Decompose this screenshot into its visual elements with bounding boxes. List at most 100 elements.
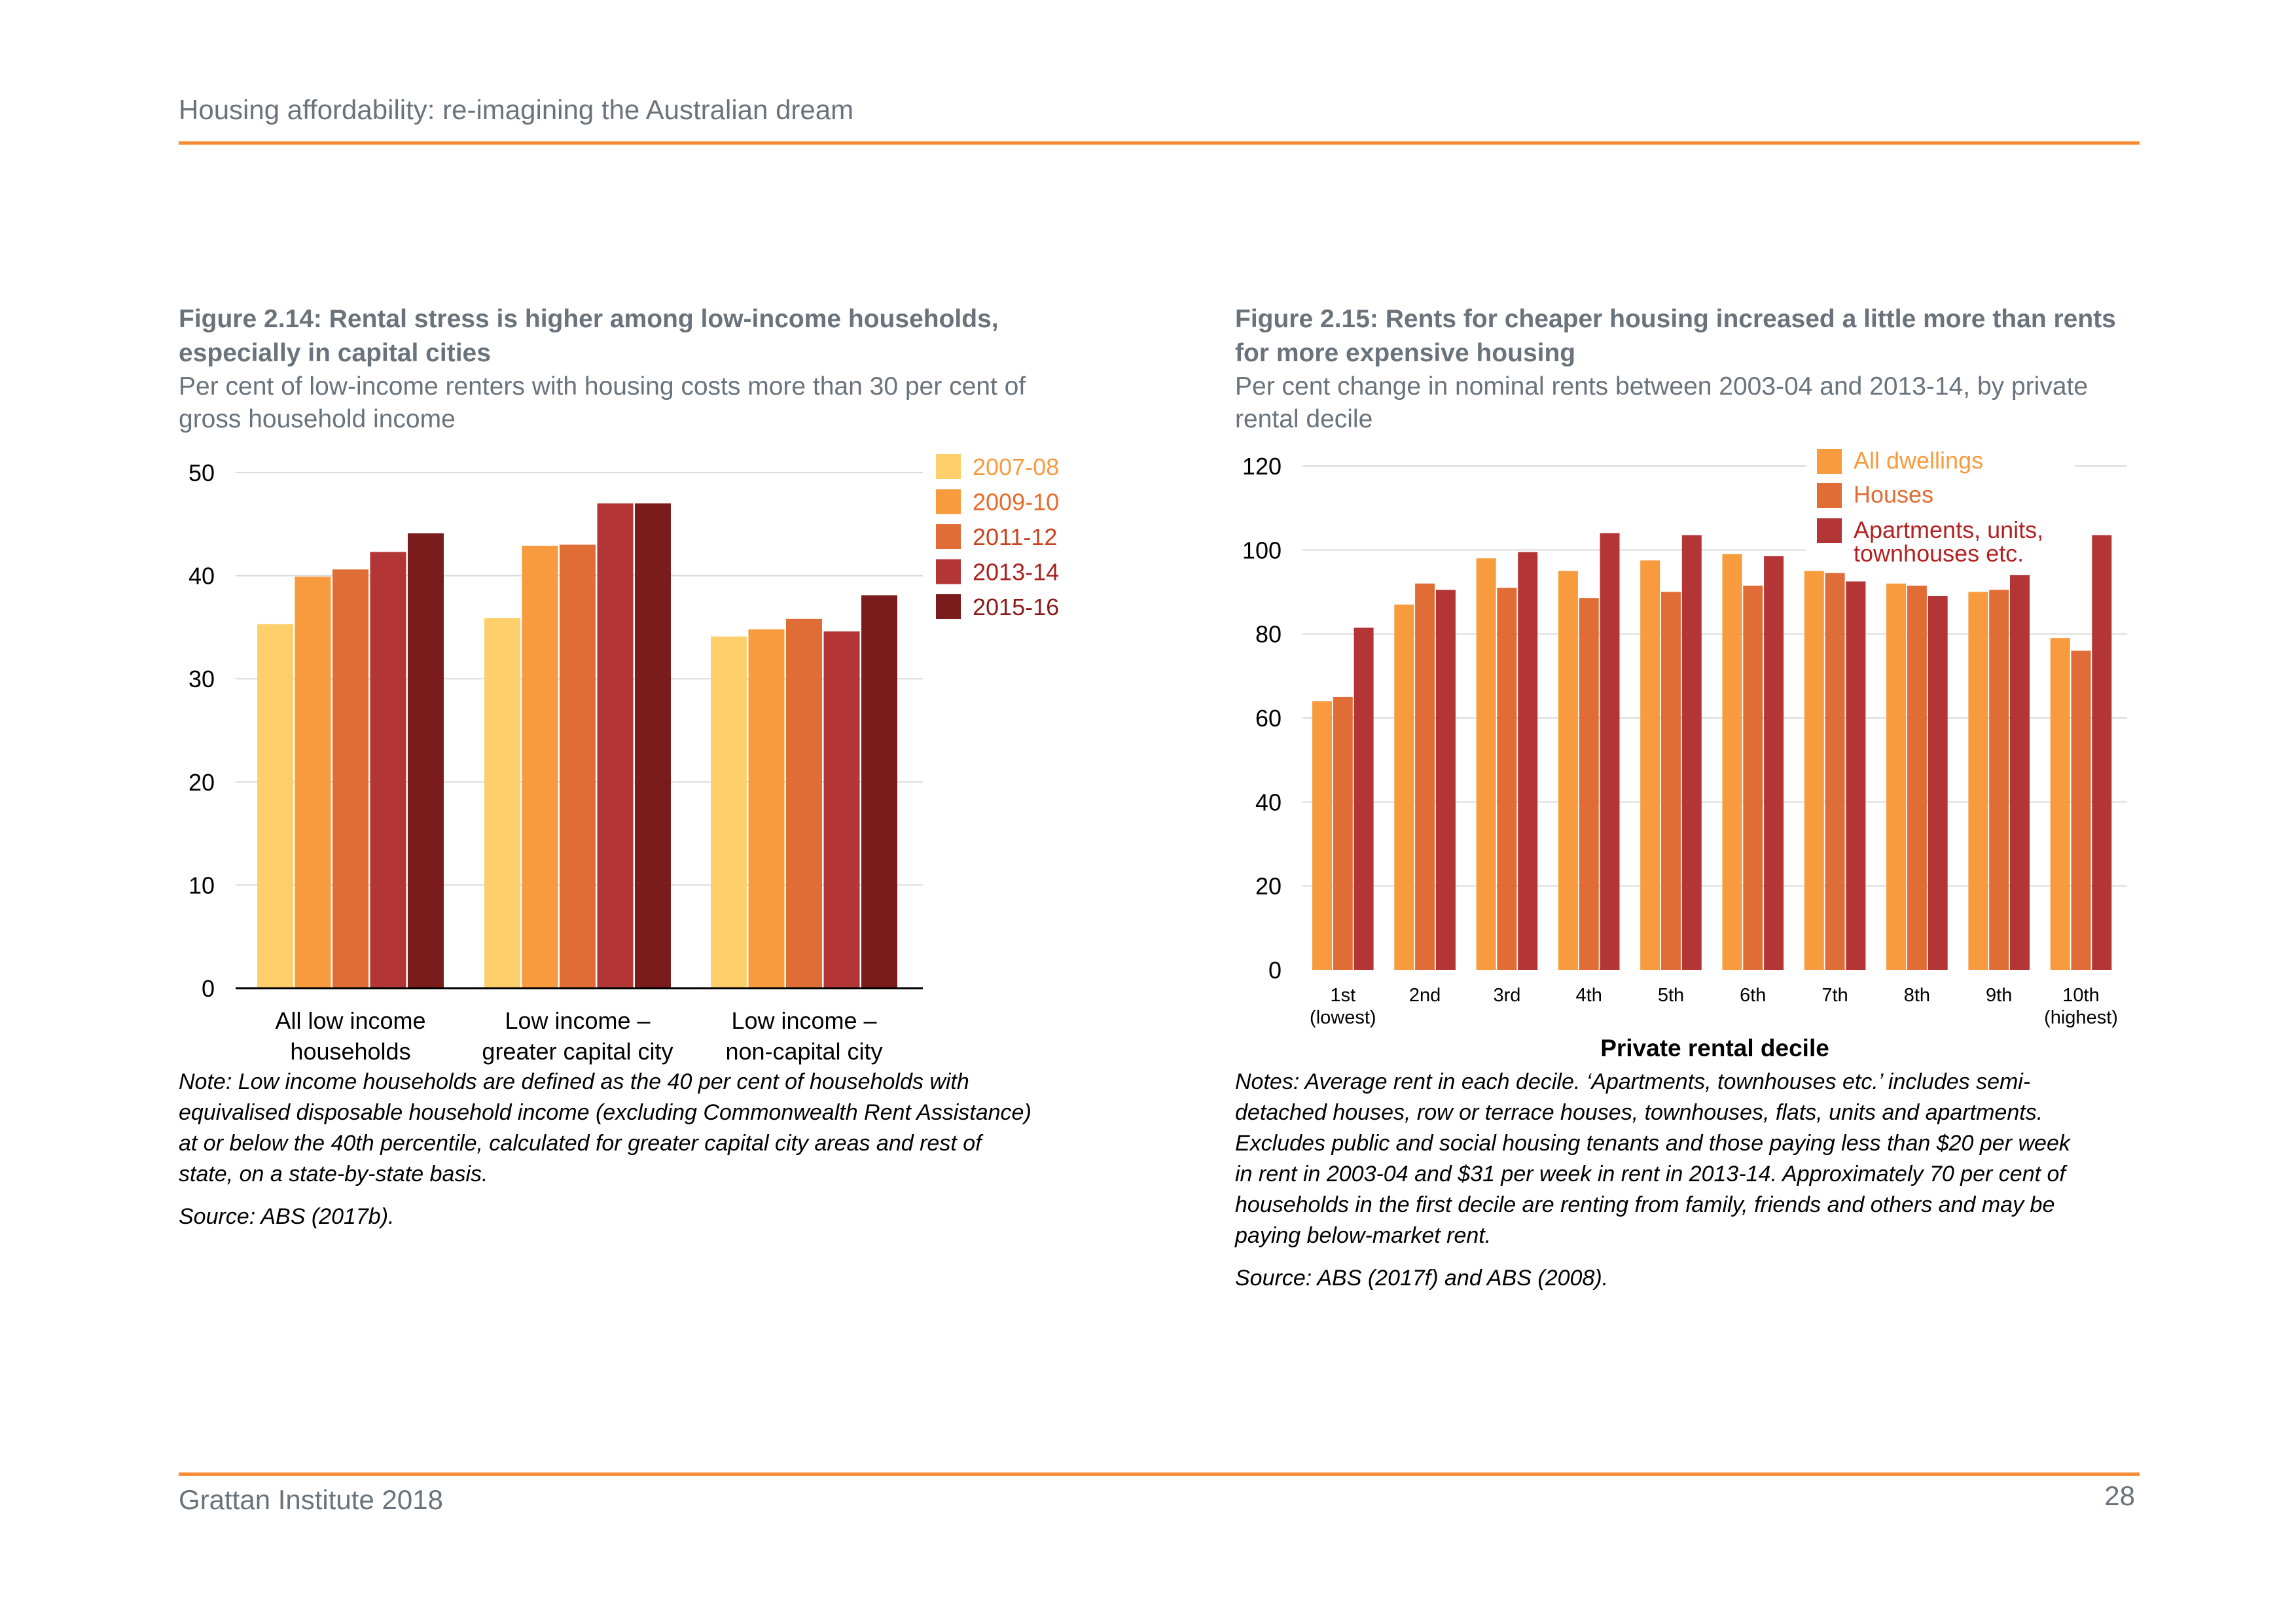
header-rule bbox=[179, 141, 2140, 145]
bar bbox=[1722, 554, 1742, 970]
legend-swatch bbox=[936, 524, 961, 549]
x-category-label: 1st bbox=[1330, 985, 1355, 1006]
y-tick-label: 120 bbox=[1242, 453, 1282, 480]
x-category-label: Low income – bbox=[505, 1007, 650, 1034]
y-tick-label: 40 bbox=[1255, 789, 1282, 815]
legend-swatch bbox=[1817, 483, 1842, 508]
bar bbox=[1579, 598, 1599, 970]
figure-15-subtitle-line-1: Per cent change in nominal rents between… bbox=[1235, 372, 2089, 401]
y-tick-label: 0 bbox=[202, 975, 215, 1002]
bar bbox=[1476, 558, 1496, 970]
figure-14-note-line: state, on a state-by-state basis. bbox=[179, 1162, 488, 1186]
x-category-label: 7th bbox=[1821, 985, 1848, 1006]
legend-label: 2007-08 bbox=[973, 454, 1059, 480]
legend-label: 2015-16 bbox=[973, 594, 1059, 620]
y-tick-label: 30 bbox=[188, 666, 215, 692]
bar bbox=[2010, 575, 2030, 970]
bar bbox=[1661, 592, 1681, 970]
bar bbox=[1743, 585, 1763, 970]
bar bbox=[370, 552, 406, 988]
x-category-label: All low income bbox=[275, 1007, 425, 1034]
bar bbox=[1928, 596, 1948, 970]
x-axis-title: Private rental decile bbox=[1600, 1035, 1829, 1061]
legend-swatch bbox=[936, 489, 961, 514]
x-category-label: 3rd bbox=[1493, 985, 1520, 1006]
legend-swatch bbox=[1817, 518, 1842, 543]
x-category-label: 2nd bbox=[1409, 985, 1441, 1006]
bar bbox=[1394, 604, 1414, 970]
bar bbox=[1846, 581, 1866, 970]
x-category-label: households bbox=[290, 1038, 410, 1065]
figure-15-source: Source: ABS (2017f) and ABS (2008). bbox=[1235, 1266, 1609, 1291]
figure-14-note-line: equivalised disposable household income … bbox=[179, 1100, 1031, 1125]
bar bbox=[1989, 590, 2009, 970]
y-tick-label: 60 bbox=[1255, 705, 1282, 732]
bar bbox=[408, 533, 444, 988]
figure-14-subtitle-line-1: Per cent of low-income renters with hous… bbox=[179, 372, 1026, 401]
x-category-label: non-capital city bbox=[725, 1038, 882, 1065]
bar bbox=[597, 503, 634, 988]
bar bbox=[1497, 588, 1517, 970]
figure-14-subtitle-line-2: gross household income bbox=[179, 405, 456, 433]
figure-14-source: Source: ABS (2017b). bbox=[179, 1204, 395, 1229]
x-category-label: 4th bbox=[1576, 985, 1602, 1006]
bar bbox=[1435, 590, 1456, 970]
legend-swatch bbox=[936, 454, 961, 479]
y-tick-label: 20 bbox=[1255, 873, 1282, 900]
legend-label: 2009-10 bbox=[973, 489, 1059, 516]
x-category-label: 6th bbox=[1740, 985, 1766, 1006]
x-category-label: Low income – bbox=[731, 1007, 876, 1034]
bar bbox=[1354, 628, 1374, 970]
bar bbox=[786, 618, 822, 988]
y-tick-label: 50 bbox=[188, 459, 215, 486]
bar bbox=[861, 595, 897, 988]
x-category-label: greater capital city bbox=[482, 1038, 673, 1065]
bar bbox=[2050, 638, 2070, 970]
figure-15-title-line-1: Figure 2.15: Rents for cheaper housing i… bbox=[1235, 305, 2116, 333]
figure-15-note-line: paying below-market rent. bbox=[1235, 1223, 1492, 1248]
bar bbox=[484, 618, 520, 988]
bar bbox=[748, 629, 785, 988]
figure-14-heading: Figure 2.14: Rental stress is higher amo… bbox=[179, 302, 1095, 436]
bar bbox=[1640, 560, 1660, 970]
footer-organisation: Grattan Institute 2018 bbox=[179, 1484, 443, 1515]
bar bbox=[2092, 535, 2112, 970]
bar bbox=[1804, 571, 1824, 970]
y-tick-label: 100 bbox=[1242, 537, 1282, 563]
legend-label: 2011-12 bbox=[973, 524, 1057, 550]
bar bbox=[332, 569, 368, 988]
bar bbox=[1968, 592, 1988, 970]
figure-14-title-line-1: Figure 2.14: Rental stress is higher amo… bbox=[179, 305, 999, 333]
legend-label: Apartments, units, bbox=[1854, 516, 2043, 543]
bar bbox=[823, 631, 860, 988]
figure-14-title-line-2: especially in capital cities bbox=[179, 339, 491, 367]
bar bbox=[1518, 552, 1538, 970]
y-tick-label: 40 bbox=[188, 563, 215, 590]
x-category-label: (highest) bbox=[2044, 1007, 2118, 1028]
y-tick-label: 10 bbox=[188, 872, 215, 899]
x-category-label: 9th bbox=[1986, 985, 2012, 1006]
figure-15-note-line: detached houses, row or terrace houses, … bbox=[1235, 1100, 2043, 1125]
bar bbox=[1558, 571, 1578, 970]
bar bbox=[1312, 701, 1332, 970]
bar bbox=[522, 545, 558, 988]
x-category-label: 10th bbox=[2062, 985, 2099, 1006]
figure-15-note-line: in rent in 2003-04 and $31 per week in r… bbox=[1235, 1162, 2066, 1186]
y-tick-label: 80 bbox=[1255, 621, 1282, 648]
bar bbox=[711, 636, 747, 988]
figure-15-title-line-2: for more expensive housing bbox=[1235, 339, 1576, 367]
figure-15-heading: Figure 2.15: Rents for cheaper housing i… bbox=[1235, 302, 2151, 436]
bar bbox=[1333, 696, 1353, 970]
figure-14-notes: Note: Low income households are defined … bbox=[179, 1067, 1121, 1230]
figure-15-note-line: Notes: Average rent in each decile. ‘Apa… bbox=[1235, 1069, 2031, 1094]
bar bbox=[1886, 583, 1907, 970]
bar bbox=[635, 503, 671, 988]
figure-14-note-line: at or below the 40th percentile, calcula… bbox=[179, 1131, 982, 1156]
bar bbox=[2071, 651, 2091, 970]
legend-swatch bbox=[936, 559, 961, 584]
page-number: 28 bbox=[2104, 1480, 2135, 1511]
bar bbox=[257, 624, 293, 988]
legend-swatch bbox=[936, 594, 961, 619]
legend-swatch bbox=[1817, 449, 1842, 474]
